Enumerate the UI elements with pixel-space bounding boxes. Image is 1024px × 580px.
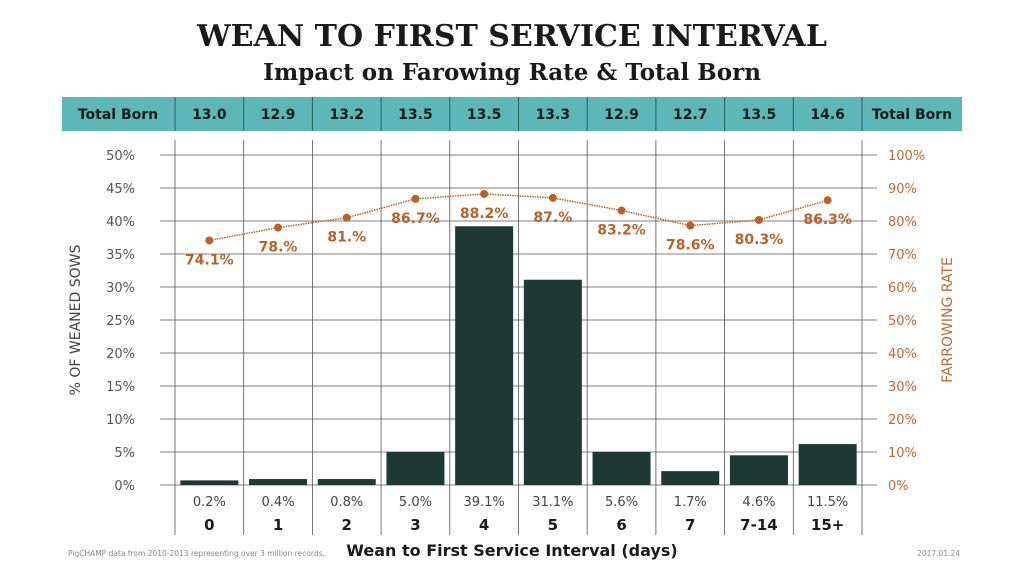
x-tick-label: 3 — [410, 516, 420, 534]
farrowing-point — [274, 223, 283, 232]
y2-tick-label: 100% — [888, 149, 925, 164]
bar-value-label: 11.5% — [807, 495, 848, 510]
farrowing-line — [205, 189, 832, 245]
x-tick-label: 7 — [685, 516, 695, 534]
y-tick-label: 40% — [106, 215, 135, 230]
y-tick-label: 30% — [106, 281, 135, 296]
bar-value-label: 0.2% — [193, 495, 226, 510]
y-tick-label: 35% — [106, 248, 135, 263]
total-born-value: 13.2 — [329, 107, 364, 123]
bar — [523, 279, 582, 485]
bar — [180, 480, 239, 485]
x-tick-label: 15+ — [811, 516, 844, 534]
total-born-value: 13.3 — [536, 107, 571, 123]
farrowing-line-path — [209, 193, 828, 242]
total-born-value: 13.5 — [742, 107, 777, 123]
y-tick-label: 15% — [106, 380, 135, 395]
y2-tick-label: 40% — [888, 347, 917, 362]
x-tick-label: 1 — [273, 516, 283, 534]
farrowing-label: 88.2% — [460, 206, 509, 222]
grid: 0% 5% 10% 15% 20% 25% 30% 35% 40% 45% 50% 0% 10% 20% 3… — [106, 140, 925, 535]
y2-axis-label: FARROWING RATE — [940, 257, 956, 383]
bar — [317, 479, 376, 485]
y2-tick-label: 30% — [888, 380, 917, 395]
total-born-value: 12.7 — [673, 107, 708, 123]
total-born-label-right: Total Born — [872, 107, 952, 123]
y2-tick-label: 70% — [888, 248, 917, 263]
farrowing-label: 78.6% — [666, 238, 715, 254]
bar — [729, 455, 788, 485]
y2-tick-label: 90% — [888, 182, 917, 197]
y2-tick-label: 80% — [888, 215, 917, 230]
y-tick-label: 20% — [106, 347, 135, 362]
x-tick-label: 0 — [204, 516, 214, 534]
farrowing-point — [480, 189, 489, 198]
y-tick-label: 10% — [106, 413, 135, 428]
bar — [798, 444, 857, 485]
bar-value-label: 39.1% — [463, 495, 504, 510]
chart-title: WEAN TO FIRST SERVICE INTERVAL — [196, 19, 827, 54]
total-born-value: 13.0 — [192, 107, 227, 123]
farrowing-point — [205, 236, 214, 245]
total-born-header: Total Born Total Born 13.0 12.9 13.2 13.5 13.5… — [62, 97, 962, 131]
y-tick-label: 0% — [114, 479, 135, 494]
x-tick-label: 6 — [616, 516, 626, 534]
bar-value-label: 5.0% — [399, 495, 432, 510]
footnote: PigCHAMP data from 2010-2013 representin… — [68, 549, 325, 558]
farrowing-point — [686, 221, 695, 230]
bar-value-label: 0.8% — [330, 495, 363, 510]
x-tick-label: 5 — [548, 516, 558, 534]
y-axis-label: % OF WEANED SOWS — [68, 245, 84, 396]
y2-tick-label: 60% — [888, 281, 917, 296]
farrowing-label: 87.% — [533, 210, 572, 226]
x-tick-label: 7-14 — [740, 516, 778, 534]
x-tick-label: 2 — [342, 516, 352, 534]
bar-value-label: 4.6% — [742, 495, 775, 510]
bar-value-label: 5.6% — [605, 495, 638, 510]
y-tick-label: 50% — [106, 149, 135, 164]
bar — [592, 452, 651, 485]
bar — [661, 471, 720, 485]
total-born-value: 13.5 — [398, 107, 433, 123]
bar-value-label: 0.4% — [262, 495, 295, 510]
farrowing-label: 74.1% — [185, 252, 234, 268]
farrowing-point — [754, 216, 763, 225]
bar — [386, 452, 445, 485]
chart-subtitle: Impact on Farowing Rate & Total Born — [263, 59, 761, 86]
farrowing-label: 81.% — [327, 230, 366, 246]
farrowing-label: 86.7% — [391, 211, 440, 227]
labels: 74.1% 78.% 81.% 86.7% 88.2% 87.% 83.2% 78.6% 80.… — [185, 206, 852, 534]
total-born-value: 12.9 — [261, 107, 296, 123]
farrowing-point — [617, 206, 626, 215]
y2-tick-label: 0% — [888, 479, 909, 494]
y-tick-label: 25% — [106, 314, 135, 329]
farrowing-label: 83.2% — [597, 222, 646, 238]
bar — [249, 479, 308, 485]
date: 2017.01.24 — [917, 549, 960, 558]
y-tick-label: 5% — [114, 446, 135, 461]
header-band — [62, 97, 962, 131]
farrowing-point — [548, 193, 557, 202]
farrowing-label: 86.3% — [803, 212, 852, 228]
bars — [180, 226, 857, 485]
bar — [455, 226, 514, 485]
x-tick-label: 4 — [479, 516, 489, 534]
bar-value-label: 31.1% — [532, 495, 573, 510]
total-born-value: 13.5 — [467, 107, 502, 123]
x-axis-label: Wean to First Service Interval (days) — [346, 541, 677, 560]
total-born-value: 12.9 — [604, 107, 639, 123]
y-tick-label: 45% — [106, 182, 135, 197]
farrowing-point — [342, 213, 351, 222]
total-born-label-left: Total Born — [78, 107, 158, 123]
bar-value-label: 1.7% — [674, 495, 707, 510]
farrowing-label: 78.% — [259, 240, 298, 256]
y2-tick-label: 50% — [888, 314, 917, 329]
y2-tick-label: 20% — [888, 413, 917, 428]
farrowing-point — [411, 194, 420, 203]
total-born-value: 14.6 — [810, 107, 845, 123]
farrowing-point — [823, 196, 832, 205]
farrowing-label: 80.3% — [735, 232, 784, 248]
y2-tick-label: 10% — [888, 446, 917, 461]
